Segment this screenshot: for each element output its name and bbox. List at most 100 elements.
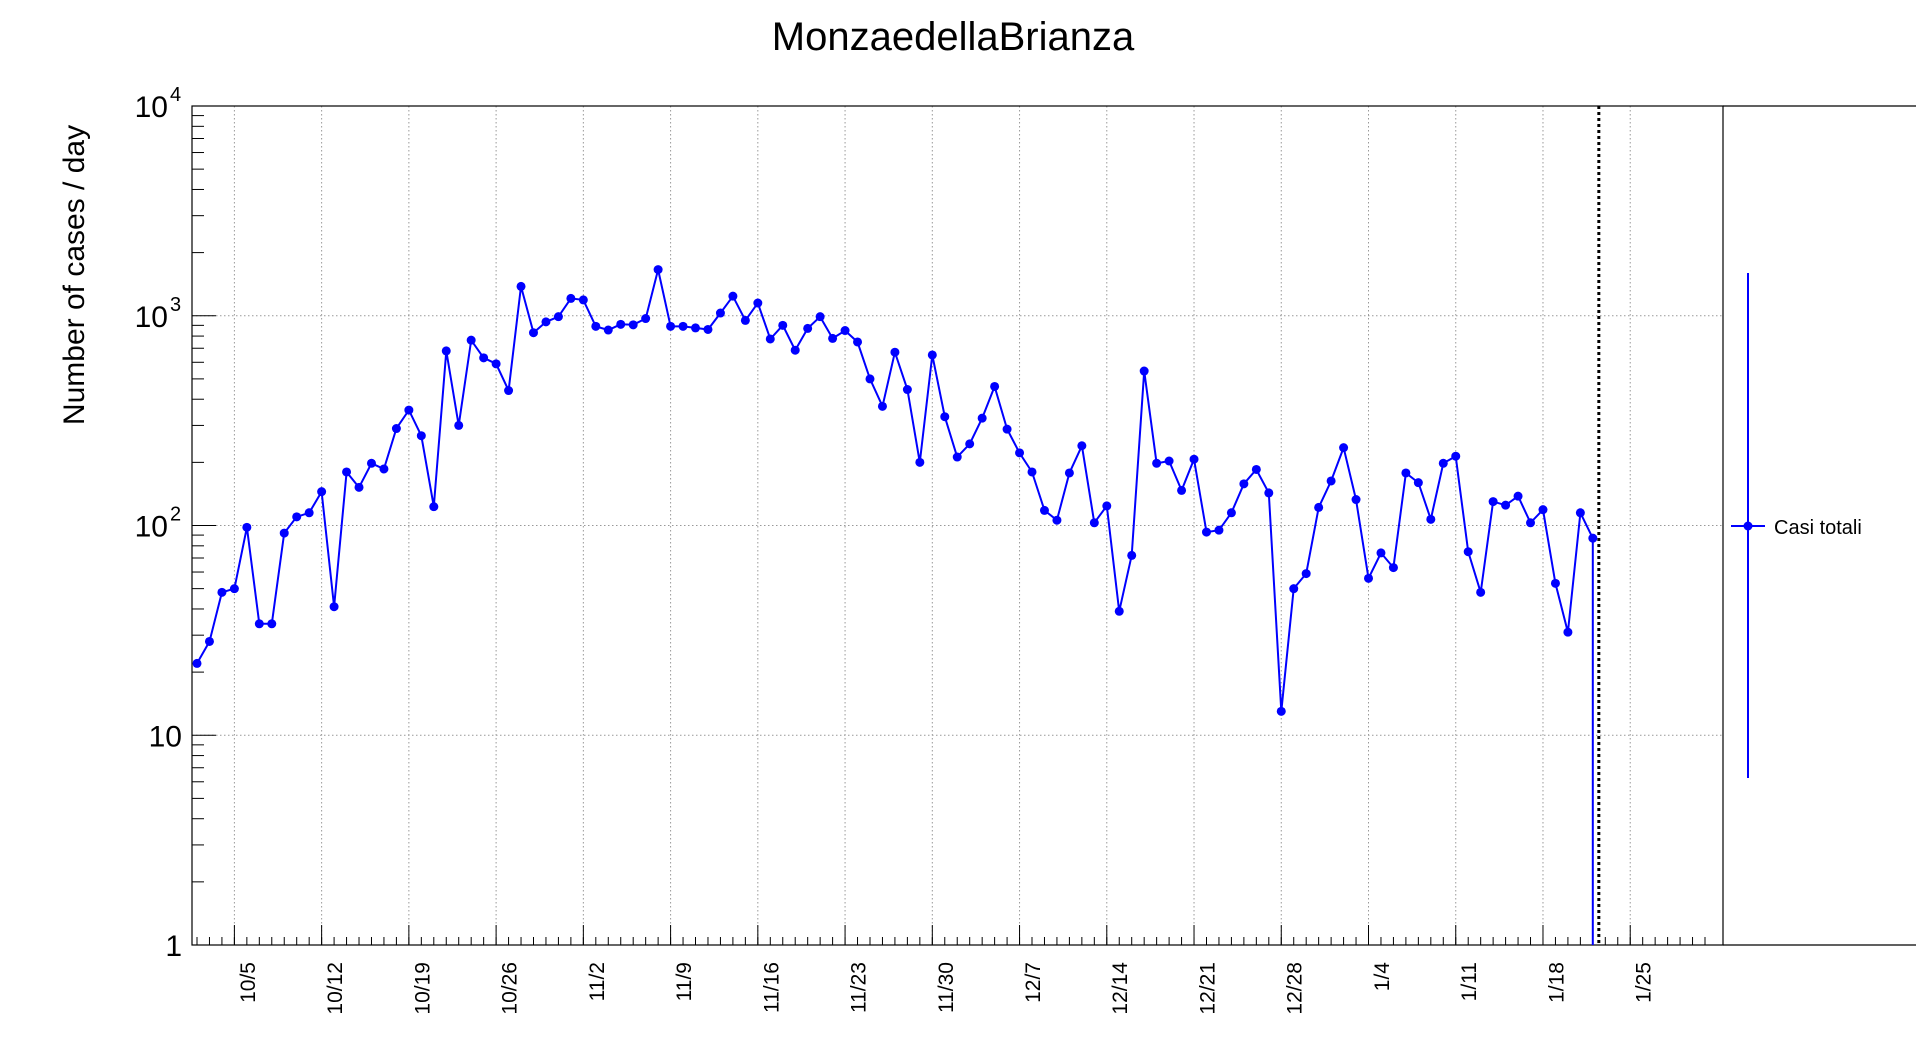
data-point [591, 321, 601, 331]
series-layer [192, 265, 1598, 945]
y-tick-exponent: 4 [170, 84, 181, 106]
data-point [1526, 518, 1536, 528]
data-point [840, 326, 850, 336]
data-point [740, 315, 750, 325]
data-point [1264, 488, 1274, 498]
y-tick-label: 10 [149, 720, 182, 753]
y-tick-label: 10 4 [135, 84, 182, 124]
data-point [616, 319, 626, 329]
data-point [1426, 514, 1436, 524]
data-point [803, 323, 813, 333]
y-axis-label: Number of cases / day [58, 125, 91, 425]
grid-layer [192, 105, 1723, 946]
x-tick-label: 10/19 [411, 962, 434, 1015]
data-point [1077, 441, 1087, 451]
data-point [1102, 501, 1112, 511]
data-point [1351, 495, 1361, 505]
x-tick-label: 12/7 [1022, 962, 1045, 1003]
data-point [254, 619, 264, 629]
data-point [1451, 451, 1461, 461]
data-point [391, 424, 401, 434]
data-point [1376, 548, 1386, 558]
data-point [1276, 706, 1286, 716]
data-point [304, 508, 314, 518]
legend: Casi totali [1731, 273, 1862, 778]
data-point [603, 325, 613, 335]
data-point [1114, 606, 1124, 616]
data-point [1401, 468, 1411, 478]
x-tick-label: 11/30 [935, 962, 958, 1013]
x-tick-label: 10/26 [499, 962, 522, 1015]
data-point [1177, 485, 1187, 495]
data-point [1326, 476, 1336, 486]
y-tick-label: 10 3 [135, 294, 182, 334]
data-point [1364, 573, 1374, 583]
data-point [1550, 578, 1560, 588]
data-point [229, 584, 239, 594]
data-point [466, 335, 476, 345]
data-point [516, 281, 526, 291]
data-point [990, 381, 1000, 391]
data-point [865, 374, 875, 384]
data-point [728, 291, 738, 301]
data-point [1139, 366, 1149, 376]
data-point [217, 587, 227, 597]
x-tick-label: 10/5 [237, 962, 260, 1003]
chart-title: MonzaedellaBrianza [772, 15, 1135, 59]
data-point [242, 522, 252, 532]
data-point [379, 464, 389, 474]
data-point [342, 467, 352, 477]
data-point [541, 317, 551, 327]
data-point [504, 386, 514, 396]
data-point [1251, 464, 1261, 474]
data-point [441, 346, 451, 356]
data-point [354, 482, 364, 492]
x-tick-label: 1/25 [1633, 962, 1656, 1003]
data-point [192, 658, 202, 668]
data-point [329, 602, 339, 612]
data-point [1239, 479, 1249, 489]
data-point [553, 312, 563, 322]
y-tick-base: 10 [135, 91, 168, 124]
data-point [641, 314, 651, 324]
data-point [715, 308, 725, 318]
data-point [454, 420, 464, 430]
y-tick-base: 10 [135, 301, 168, 334]
data-point [1039, 505, 1049, 515]
y-tick-base: 1 [165, 930, 182, 963]
data-point [790, 345, 800, 355]
x-tick-label: 10/12 [324, 962, 347, 1015]
legend-marker [1743, 521, 1753, 531]
data-point [404, 405, 414, 415]
data-point [1052, 515, 1062, 525]
x-tick-label: 11/23 [848, 962, 871, 1013]
data-point [902, 385, 912, 395]
data-point [1289, 584, 1299, 594]
data-point [1501, 500, 1511, 510]
data-point [566, 293, 576, 303]
y-tick-exponent: 3 [170, 294, 181, 316]
data-point [1339, 443, 1349, 453]
data-point [1226, 508, 1236, 518]
x-tick-label: 1/18 [1545, 962, 1568, 1003]
data-point [1301, 569, 1311, 579]
data-point [927, 350, 937, 360]
data-point [267, 619, 277, 629]
data-point [1027, 467, 1037, 477]
data-point [429, 502, 439, 512]
data-point [778, 320, 788, 330]
data-point [1152, 458, 1162, 468]
x-tick-label: 11/2 [586, 962, 609, 1001]
data-point [691, 323, 701, 333]
data-point [940, 412, 950, 422]
series-line [196, 269, 1594, 945]
data-point [1388, 563, 1398, 573]
data-point [317, 487, 327, 497]
y-tick-label: 1 [165, 930, 182, 963]
y-tick-label: 10 2 [135, 504, 182, 544]
data-point [703, 324, 713, 334]
data-point [965, 439, 975, 449]
